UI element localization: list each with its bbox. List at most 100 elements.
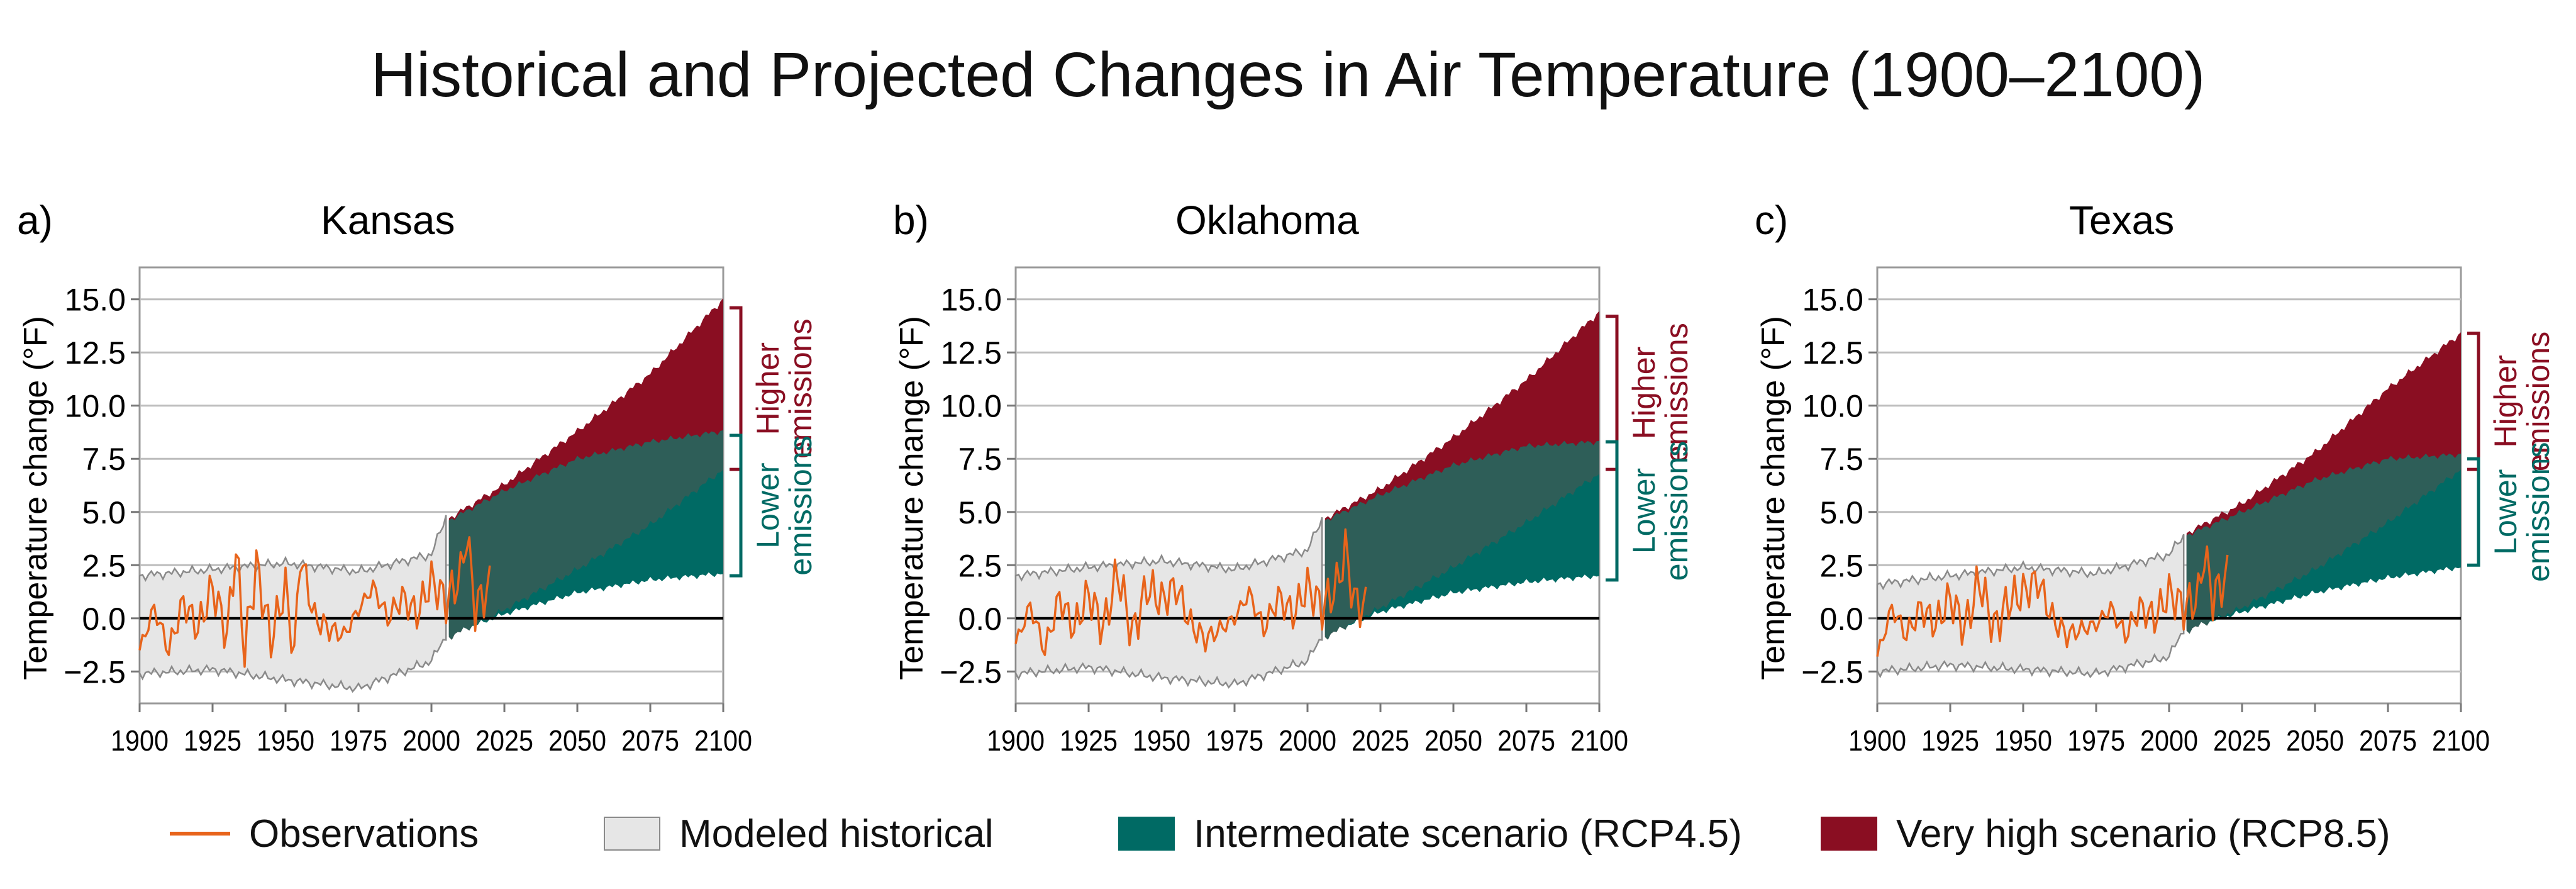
lower-emissions-bracket (1606, 440, 1619, 582)
legend-label-observations: Observations (249, 812, 479, 856)
lower-emissions-label-line: Lower (2488, 469, 2523, 555)
chart-panel-oklahoma: b) Oklahoma 15.0 12.5 10.0 7.5 5.0 2.5 0.0 −2.5 19… (893, 198, 1694, 757)
higher-emissions-bracket (730, 306, 743, 471)
y-tick-label: 7.5 (1819, 442, 1863, 477)
observations-line (138, 536, 491, 668)
observations-line (1876, 545, 2229, 657)
higher-emissions-label: Higheremissions (750, 319, 818, 459)
higher-emissions-label-line: Higher (750, 342, 786, 435)
x-tick-label: 1975 (1206, 724, 1263, 757)
scenario-overlap-band (2186, 453, 2461, 634)
y-axis-label: Temperature change (°F) (18, 316, 54, 680)
x-tick-label: 2025 (2213, 724, 2271, 757)
x-tick-label: 1900 (111, 724, 169, 757)
legend: Observations Modeled historical Intermed… (0, 799, 2576, 868)
panel-letter: b) (893, 198, 929, 243)
legend-label-intermediate: Intermediate scenario (RCP4.5) (1194, 812, 1742, 856)
x-tick-label: 2000 (2140, 724, 2198, 757)
lower-emissions-label: Loweremissions (750, 435, 818, 575)
y-tick-label: −2.5 (64, 654, 126, 690)
modeled-historical-swatch (604, 817, 660, 851)
panel-title: Kansas (321, 198, 455, 243)
y-tick-label: 12.5 (1802, 335, 1863, 371)
y-axis-label: Temperature change (°F) (894, 316, 930, 680)
higher-emissions-label-line: Higher (2488, 355, 2523, 447)
chart-panel-texas: c) Texas 15.0 12.5 10.0 7.5 5.0 2.5 0.0 −2.5 1900 1… (1755, 198, 2556, 757)
observations-line (1014, 528, 1367, 656)
y-tick-label: 0.0 (958, 601, 1002, 637)
x-tick-label: 2100 (694, 724, 752, 757)
higher-emissions-label-line: emissions (1659, 323, 1694, 462)
intermediate-swatch (1118, 817, 1175, 851)
x-tick-label: 2050 (2286, 724, 2344, 757)
x-tick-label: 1950 (1133, 724, 1191, 757)
lower-emissions-label-line: emissions (1659, 441, 1694, 581)
y-tick-label: 7.5 (958, 442, 1002, 477)
x-tick-label: 1900 (1848, 724, 1906, 757)
legend-label-very-high: Very high scenario (RCP8.5) (1896, 812, 2390, 856)
y-tick-label: 5.0 (1819, 495, 1863, 530)
x-tick-label: 1900 (987, 724, 1045, 757)
y-tick-label: 5.0 (958, 495, 1002, 530)
x-tick-label: 1925 (1060, 724, 1118, 757)
x-tick-label: 2025 (1352, 724, 1409, 757)
lower-emissions-label: Loweremissions (1626, 441, 1694, 581)
lower-emissions-bracket (730, 433, 743, 578)
x-tick-label: 2100 (1570, 724, 1628, 757)
x-tick-label: 2000 (1279, 724, 1336, 757)
y-tick-label: −2.5 (940, 654, 1002, 690)
y-tick-label: 10.0 (1802, 389, 1863, 424)
y-tick-label: 12.5 (65, 335, 126, 371)
x-tick-label: 2100 (2432, 724, 2490, 757)
legend-item-observations: Observations (170, 799, 479, 868)
x-tick-label: 1975 (2067, 724, 2125, 757)
lower-emissions-label-line: emissions (2521, 442, 2556, 582)
y-tick-label: 7.5 (82, 442, 126, 477)
y-tick-label: 15.0 (941, 282, 1002, 318)
y-tick-label: 10.0 (941, 389, 1002, 424)
lower-emissions-label: Loweremissions (2488, 442, 2556, 582)
modeled-historical-band (1876, 534, 2185, 679)
modeled-historical-band (138, 515, 447, 693)
higher-emissions-label-line: emissions (2521, 332, 2556, 471)
x-tick-label: 1975 (330, 724, 387, 757)
lower-emissions-label-line: Lower (1626, 468, 1662, 554)
legend-label-modeled-historical: Modeled historical (679, 812, 994, 856)
lower-emissions-label-line: emissions (783, 435, 818, 575)
x-tick-label: 2075 (621, 724, 679, 757)
y-tick-label: 0.0 (82, 601, 126, 637)
observations-swatch (170, 832, 230, 836)
x-tick-label: 2075 (2359, 724, 2417, 757)
y-tick-label: 5.0 (82, 495, 126, 530)
higher-emissions-bracket (2467, 332, 2480, 471)
y-axis-label: Temperature change (°F) (1755, 316, 1792, 680)
y-tick-label: 2.5 (958, 548, 1002, 583)
scenario-overlap-band (1324, 440, 1599, 640)
x-tick-label: 1925 (1921, 724, 1979, 757)
x-tick-label: 2050 (1424, 724, 1482, 757)
y-tick-label: −2.5 (1801, 654, 1863, 690)
panel-title: Texas (2069, 198, 2174, 243)
x-tick-label: 2050 (548, 724, 606, 757)
panel-letter: a) (17, 198, 53, 243)
y-tick-label: 0.0 (1819, 601, 1863, 637)
y-tick-label: 12.5 (941, 335, 1002, 371)
y-tick-label: 10.0 (65, 389, 126, 424)
chart-panel-kansas: a) Kansas 15.0 12.5 10.0 7.5 5.0 2.5 0.0 −2.5 1900… (17, 198, 818, 757)
legend-item-modeled-historical: Modeled historical (604, 799, 994, 868)
higher-emissions-label: Higheremissions (2488, 332, 2556, 471)
x-tick-label: 2000 (402, 724, 460, 757)
higher-emissions-bracket (1606, 315, 1619, 471)
legend-item-intermediate: Intermediate scenario (RCP4.5) (1118, 799, 1742, 868)
legend-item-very-high: Very high scenario (RCP8.5) (1821, 799, 2390, 868)
y-tick-label: 2.5 (1819, 548, 1863, 583)
x-tick-label: 1950 (1994, 724, 2052, 757)
y-tick-label: 15.0 (1802, 282, 1863, 318)
x-tick-label: 2025 (475, 724, 533, 757)
higher-emissions-label-line: emissions (783, 319, 818, 459)
scenario-overlap-band (448, 430, 723, 640)
main-title: Historical and Projected Changes in Air … (370, 40, 2206, 110)
x-tick-label: 1925 (184, 724, 242, 757)
